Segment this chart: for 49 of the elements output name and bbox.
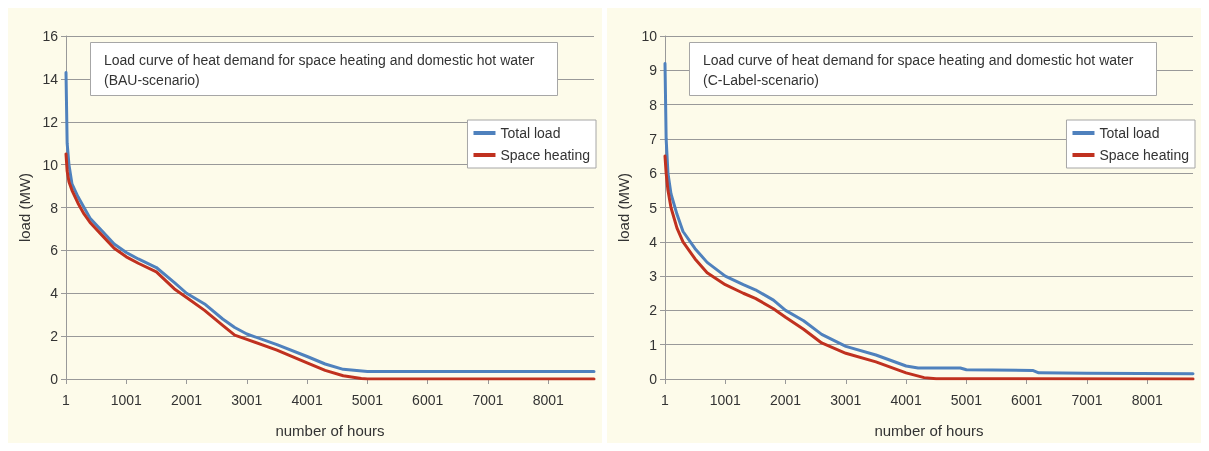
- text: Load curve of heat demand for space heating and domestic hot water (C-Label-scenario): [703, 52, 1138, 88]
- legend-label: Total load: [1099, 125, 1160, 141]
- y-tick-label: 2: [50, 328, 59, 345]
- y-tick-label: 4: [649, 233, 658, 250]
- line-series: [64, 70, 596, 373]
- x-tick-label: 6001: [1011, 392, 1043, 408]
- x-tick-label: 1001: [709, 392, 742, 408]
- legend-label: Space heating: [1099, 147, 1190, 163]
- x-tick-label: 8001: [532, 392, 565, 408]
- y-tick-label: 5: [649, 199, 658, 216]
- y-tick-label: 6: [50, 242, 59, 259]
- x-tick-label: 3001: [231, 392, 263, 408]
- x-axis-title: number of hours: [275, 422, 385, 439]
- y-tick-label: 7: [649, 130, 658, 147]
- x-tick-label: 7001: [472, 392, 504, 408]
- x-tick-label: 5001: [950, 392, 983, 408]
- y-tick-label: 16: [42, 28, 59, 44]
- x-tick-label: 2001: [769, 392, 802, 408]
- y-tick-label: 12: [42, 113, 59, 130]
- legend-label: Total load: [500, 125, 561, 141]
- y-tick-label: 0: [649, 371, 658, 387]
- x-tick-label: 1: [661, 392, 670, 408]
- x-axis-title: number of hours: [874, 422, 984, 439]
- y-tick-label: 2: [649, 302, 658, 319]
- x-tick-label: 2001: [170, 392, 203, 408]
- legend-label: Space heating: [500, 147, 591, 163]
- y-tick-label: 9: [649, 62, 658, 79]
- y-tick-label: 1: [649, 336, 658, 353]
- x-tick-label: 4001: [890, 392, 922, 408]
- x-tick-label: 3001: [830, 392, 862, 408]
- y-tick-label: 6: [649, 165, 658, 182]
- x-tick-label: 4001: [291, 392, 323, 408]
- x-tick-label: 1001: [110, 392, 143, 408]
- x-tick-label: 7001: [1071, 392, 1103, 408]
- y-tick-label: 4: [50, 285, 59, 302]
- y-tick-label: 8: [649, 96, 658, 113]
- y-tick-label: 0: [50, 371, 59, 387]
- y-axis-title: load (MW): [614, 172, 632, 243]
- x-tick-label: 5001: [351, 392, 384, 408]
- y-tick-label: 8: [50, 199, 59, 216]
- x-tick-label: 1: [62, 392, 71, 408]
- y-tick-label: 3: [649, 268, 658, 285]
- y-tick-label: 10: [42, 156, 59, 173]
- y-tick-label: 14: [42, 70, 59, 87]
- x-tick-label: 8001: [1131, 392, 1164, 408]
- x-tick-label: 6001: [412, 392, 444, 408]
- text: Load curve of heat demand for space heating and domestic hot water (BAU-scenario): [104, 52, 539, 88]
- y-axis-title: load (MW): [15, 172, 33, 243]
- y-tick-label: 10: [641, 28, 658, 44]
